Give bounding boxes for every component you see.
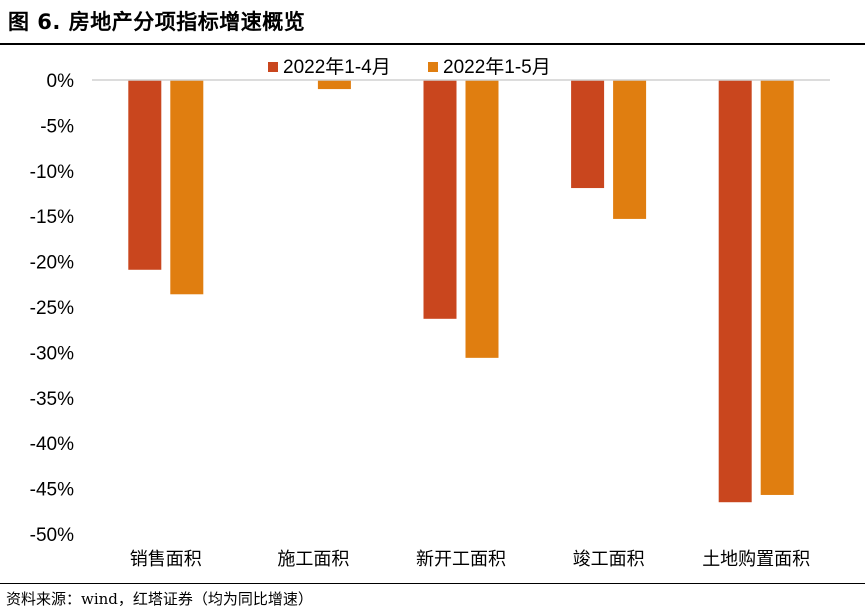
y-tick-label: -35% — [30, 389, 74, 410]
bar-2-2 — [317, 80, 351, 90]
x-category-label: 新开工面积 — [416, 549, 506, 570]
source-divider — [0, 583, 865, 584]
y-tick-label: -50% — [30, 525, 74, 546]
y-tick-label: -10% — [30, 162, 74, 183]
bar-1-4 — [571, 80, 605, 189]
legend-swatch-1 — [268, 62, 278, 72]
bar-2-4 — [613, 80, 647, 219]
bar-chart: 0% -5% -10% -15% -20% -25% -30% -35% -40% -45% -50… — [30, 56, 830, 570]
x-category-label: 竣工面积 — [573, 549, 645, 570]
x-axis-categories: 销售面积 施工面积 新开工面积 竣工面积 土地购置面积 — [130, 549, 810, 570]
y-tick-label: -15% — [30, 207, 74, 228]
y-tick-label: -5% — [40, 116, 74, 137]
y-tick-label: -40% — [30, 434, 74, 455]
legend-swatch-2 — [428, 62, 438, 72]
y-tick-label: -25% — [30, 298, 74, 319]
y-tick-label: -30% — [30, 343, 74, 364]
title-divider — [0, 43, 865, 45]
legend-label-1: 2022年1-4月 — [283, 56, 391, 78]
bar-2-1 — [170, 80, 204, 295]
y-tick-label: 0% — [47, 71, 75, 92]
bar-2-5 — [760, 80, 794, 495]
x-category-label: 销售面积 — [130, 549, 202, 570]
bar-1-5 — [718, 80, 752, 503]
x-category-label: 施工面积 — [277, 549, 349, 570]
legend: 2022年1-4月 2022年1-5月 — [268, 56, 551, 78]
bar-1-1 — [128, 80, 162, 270]
y-axis-ticks: 0% -5% -10% -15% -20% -25% -30% -35% -40% -45% -50… — [30, 71, 74, 546]
figure-title: 图 6. 房地产分项指标增速概览 — [8, 10, 306, 34]
bar-2-3 — [465, 80, 499, 358]
legend-label-2: 2022年1-5月 — [443, 56, 551, 78]
y-tick-label: -20% — [30, 253, 74, 274]
y-tick-label: -45% — [30, 480, 74, 501]
source-note: 资料来源：wind，红塔证券（均为同比增速） — [6, 590, 313, 608]
x-category-label: 土地购置面积 — [702, 549, 810, 570]
bar-group — [128, 80, 794, 503]
bar-1-3 — [423, 80, 457, 319]
